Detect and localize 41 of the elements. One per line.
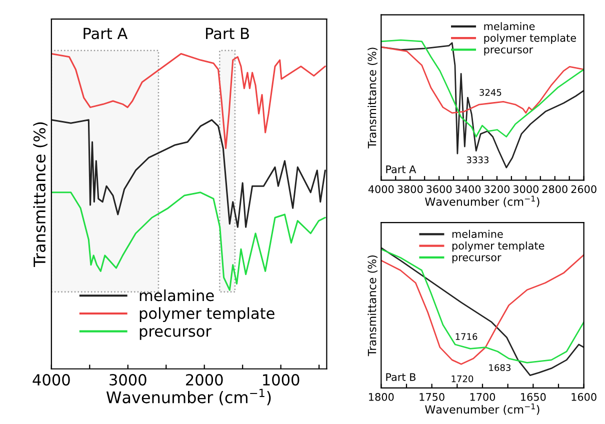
legend-label: melamine [484, 22, 535, 30]
annotation: Part B [386, 373, 416, 381]
x-tick-label: 1800 [369, 393, 394, 401]
legend-label: precursor [452, 255, 502, 264]
annotation: 1716 [456, 333, 478, 340]
x-tick-label: 3000 [513, 185, 538, 194]
x-tick-label: 4000 [32, 374, 70, 386]
legend-label: precursor [140, 328, 212, 340]
legend-label: precursor [484, 48, 534, 56]
annotation: 1720 [452, 375, 474, 382]
x-tick-label: 3400 [456, 185, 481, 194]
x-tick-label: 3600 [426, 185, 452, 194]
x-tick-label: 1000 [263, 374, 300, 386]
x-tick-label: 1700 [470, 393, 496, 401]
x-tick-label: 3000 [110, 374, 146, 386]
x-tick-label: 2000 [186, 374, 223, 386]
legend-label: polymer template [452, 242, 544, 252]
x-axis-title: Wavenumber (cm$^{−1}$) [425, 404, 540, 415]
y-axis-title: Transmittance (%) [33, 122, 48, 268]
x-tick-label: 1650 [521, 393, 546, 401]
x-tick-label: 1600 [572, 393, 596, 401]
legend-label: polymer template [140, 307, 274, 322]
legend-label: polymer template [484, 34, 576, 44]
y-axis-title: Transmittance (%) [368, 255, 378, 356]
x-tick-label: 3200 [484, 185, 510, 194]
x-tick-label: 2600 [571, 185, 596, 194]
y-axis-title: Transmittance (%) [368, 48, 378, 148]
annotation: 3245 [480, 88, 502, 96]
x-tick-label: 2800 [542, 185, 568, 194]
annotation: 1683 [489, 364, 510, 372]
legend-label: melamine [452, 230, 503, 238]
x-axis-title: Wavenumber (cm$^{−1}$) [106, 388, 271, 406]
x-axis-title: Wavenumber (cm$^{−1}$) [425, 196, 540, 208]
annotation: 3333 [466, 156, 488, 164]
annotation: Part A [386, 165, 416, 174]
x-tick-label: 3800 [398, 185, 423, 194]
band-label: Part A [84, 28, 128, 40]
x-tick-label: 4000 [368, 185, 394, 194]
band-label: Part B [206, 28, 249, 40]
x-tick-label: 1750 [420, 393, 444, 401]
legend-label: melamine [140, 289, 214, 302]
